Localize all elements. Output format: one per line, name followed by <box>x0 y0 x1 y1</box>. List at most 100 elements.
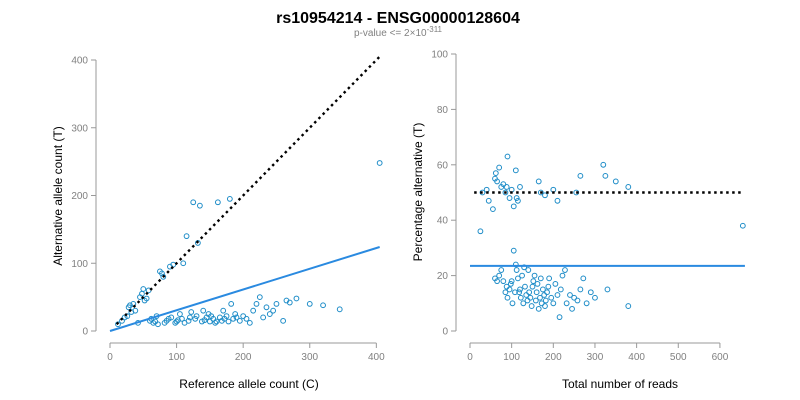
data-point <box>516 289 523 296</box>
data-point <box>246 319 253 326</box>
data-point <box>550 300 557 307</box>
data-point <box>510 247 517 254</box>
data-point <box>250 307 257 314</box>
y-tick-label: 100 <box>71 259 88 270</box>
data-point <box>512 261 519 268</box>
data-point <box>127 302 133 309</box>
data-point <box>508 278 515 285</box>
data-point <box>526 289 533 296</box>
data-point <box>546 275 553 282</box>
data-point <box>494 178 500 185</box>
data-point <box>563 300 570 307</box>
data-point <box>600 161 607 168</box>
data-point <box>336 306 343 313</box>
subtitle-times: × <box>410 28 416 39</box>
data-point <box>214 199 221 206</box>
data-point <box>537 189 544 196</box>
data-point <box>177 311 183 317</box>
data-point <box>263 304 270 311</box>
data-point <box>531 272 538 279</box>
data-point <box>541 292 548 298</box>
x-tick-label: 200 <box>235 352 252 363</box>
data-point <box>537 275 544 282</box>
data-point <box>500 181 507 188</box>
data-point <box>542 297 549 304</box>
data-point <box>485 197 492 204</box>
data-point <box>583 300 590 307</box>
x-tick-label: 0 <box>467 352 473 363</box>
data-point <box>515 197 521 204</box>
data-point <box>517 294 524 301</box>
data-point <box>739 222 746 229</box>
data-point <box>193 313 200 319</box>
x-tick-label: 100 <box>503 352 520 363</box>
x-tick-label: 0 <box>107 352 113 363</box>
data-point <box>539 286 546 293</box>
data-point <box>286 299 293 306</box>
data-point <box>559 272 566 279</box>
data-point <box>574 297 581 304</box>
data-point <box>498 267 505 273</box>
data-point <box>554 197 561 204</box>
data-point <box>492 170 499 177</box>
data-point <box>552 281 559 287</box>
data-point <box>528 303 535 309</box>
x-tick-label: 400 <box>368 352 385 363</box>
data-point <box>124 313 131 319</box>
data-point <box>496 272 503 279</box>
reference-line-0 <box>115 55 381 326</box>
data-point <box>115 321 121 328</box>
y-tick-label: 0 <box>82 327 88 338</box>
data-point <box>183 233 190 240</box>
right-x-axis-label: Total number of reads <box>562 377 678 391</box>
data-point <box>542 192 548 199</box>
data-point <box>256 294 263 301</box>
data-point <box>188 309 195 315</box>
data-point <box>625 184 632 190</box>
data-point <box>538 300 545 307</box>
data-point <box>535 178 542 185</box>
data-point <box>535 305 542 312</box>
data-point <box>159 270 165 277</box>
data-point <box>569 305 575 312</box>
y-tick-label: 60 <box>437 160 449 171</box>
data-point <box>253 301 260 307</box>
data-point <box>537 294 543 301</box>
data-point <box>520 300 527 307</box>
data-point <box>533 289 540 296</box>
right-y-axis-label: Percentage alternative (T) <box>411 123 425 262</box>
data-point <box>562 267 568 273</box>
data-point <box>213 318 220 325</box>
y-tick-label: 400 <box>71 56 88 67</box>
data-point <box>567 292 573 298</box>
data-point <box>232 311 239 317</box>
data-point <box>132 307 139 314</box>
x-tick-label: 400 <box>628 352 645 363</box>
data-point <box>155 321 161 328</box>
data-point <box>306 301 313 307</box>
data-point <box>602 172 609 179</box>
y-tick-label: 300 <box>71 123 88 134</box>
data-point <box>554 292 561 298</box>
data-point <box>532 297 539 304</box>
data-point <box>529 283 536 290</box>
data-point <box>223 313 230 319</box>
data-point <box>173 318 180 325</box>
data-point <box>494 278 500 285</box>
data-point <box>220 307 227 314</box>
x-tick-label: 200 <box>545 352 562 363</box>
data-point <box>530 278 537 285</box>
y-tick-label: 20 <box>437 271 449 282</box>
data-point <box>506 195 513 201</box>
chart-subtitle: p-value <= 2×10-311 <box>354 25 443 39</box>
data-point <box>293 295 300 302</box>
data-point <box>544 289 550 296</box>
y-tick-label: 0 <box>442 327 448 338</box>
data-point <box>192 315 199 322</box>
data-point <box>320 302 326 309</box>
data-point <box>168 314 175 321</box>
data-point <box>504 153 511 160</box>
left-y-axis-label: Alternative allele count (T) <box>51 126 65 265</box>
data-point <box>512 167 519 174</box>
data-point <box>212 319 219 326</box>
